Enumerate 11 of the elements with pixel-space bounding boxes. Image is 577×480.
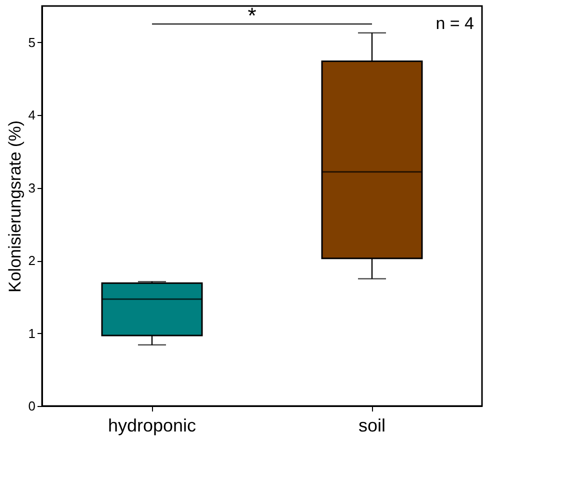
annotation: n = 4 [436,14,474,33]
y-tick-label: 5 [28,34,36,50]
y-tick-label: 1 [28,326,36,341]
y-tick-label: 3 [28,180,36,196]
y-tick-label: 4 [28,108,36,123]
x-tick-label: hydroponic [108,416,196,436]
y-axis-title: Kolonisierungsrate (%) [5,120,24,292]
y-tick-label: 0 [28,398,36,414]
y-tick-label: 2 [28,253,36,268]
x-tick-label: soil [358,416,386,436]
annotation: * [248,3,257,28]
